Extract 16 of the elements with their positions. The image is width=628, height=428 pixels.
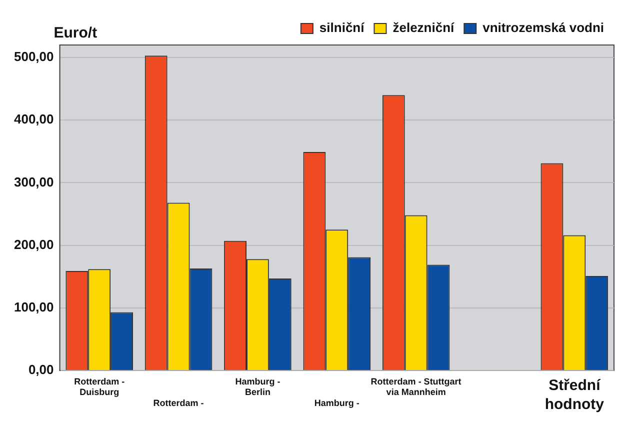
x-tick-label: Rotterdam - — [153, 398, 204, 408]
x-tick-label: Rotterdam - Duisburg — [74, 376, 125, 398]
y-tick-label: 400,00 — [14, 112, 54, 127]
x-tick-label: Střední hodnoty — [544, 377, 605, 413]
x-tick-label: Hamburg - — [314, 398, 360, 408]
y-tick-label: 500,00 — [14, 49, 54, 64]
y-tick-label: 300,00 — [14, 174, 54, 190]
legend-label: silniční — [319, 20, 365, 36]
x-tick-label: Hamburg - Berlin — [235, 376, 280, 398]
x-tick-label: Rotterdam - Stuttgart via Mannheim — [370, 376, 462, 398]
legend-label: vnitrozemská vodni — [482, 20, 604, 36]
y-tick-label: 0,00 — [28, 362, 54, 378]
legend-label: železniční — [392, 20, 455, 36]
y-tick-label: 100,00 — [14, 299, 54, 314]
y-tick-label: 200,00 — [14, 236, 54, 252]
y-axis-title: Euro/t — [54, 24, 98, 42]
